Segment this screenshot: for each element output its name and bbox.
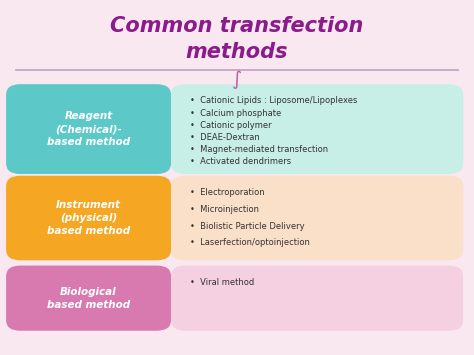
Text: •  Activated dendrimers: • Activated dendrimers	[190, 157, 291, 166]
Text: methods: methods	[186, 43, 288, 62]
Text: •  Cationic polymer: • Cationic polymer	[190, 121, 272, 130]
Text: Common transfection: Common transfection	[110, 16, 364, 36]
Text: •  Cationic Lipids : Liposome/Lipoplexes: • Cationic Lipids : Liposome/Lipoplexes	[190, 97, 357, 105]
Text: •  Magnet-mediated transfection: • Magnet-mediated transfection	[190, 144, 328, 154]
Text: •  Laserfection/optoinjection: • Laserfection/optoinjection	[190, 238, 310, 247]
Text: •  Viral method: • Viral method	[190, 278, 254, 287]
FancyBboxPatch shape	[6, 266, 171, 331]
Text: •  Biolistic Particle Delivery: • Biolistic Particle Delivery	[190, 222, 304, 230]
FancyBboxPatch shape	[171, 266, 463, 331]
FancyBboxPatch shape	[171, 84, 463, 174]
Text: •  Microinjection: • Microinjection	[190, 205, 259, 214]
FancyBboxPatch shape	[171, 176, 463, 260]
Text: •  Calcium phosphate: • Calcium phosphate	[190, 109, 281, 118]
Text: ∫: ∫	[232, 70, 242, 89]
Text: Reagent
(Chemical)-
based method: Reagent (Chemical)- based method	[47, 111, 130, 147]
FancyBboxPatch shape	[6, 176, 171, 260]
FancyBboxPatch shape	[6, 84, 171, 174]
Text: Instrument
(physical)
based method: Instrument (physical) based method	[47, 200, 130, 236]
Text: Biological
based method: Biological based method	[47, 286, 130, 310]
Text: •  DEAE-Dextran: • DEAE-Dextran	[190, 132, 260, 142]
Text: •  Electroporation: • Electroporation	[190, 188, 264, 197]
